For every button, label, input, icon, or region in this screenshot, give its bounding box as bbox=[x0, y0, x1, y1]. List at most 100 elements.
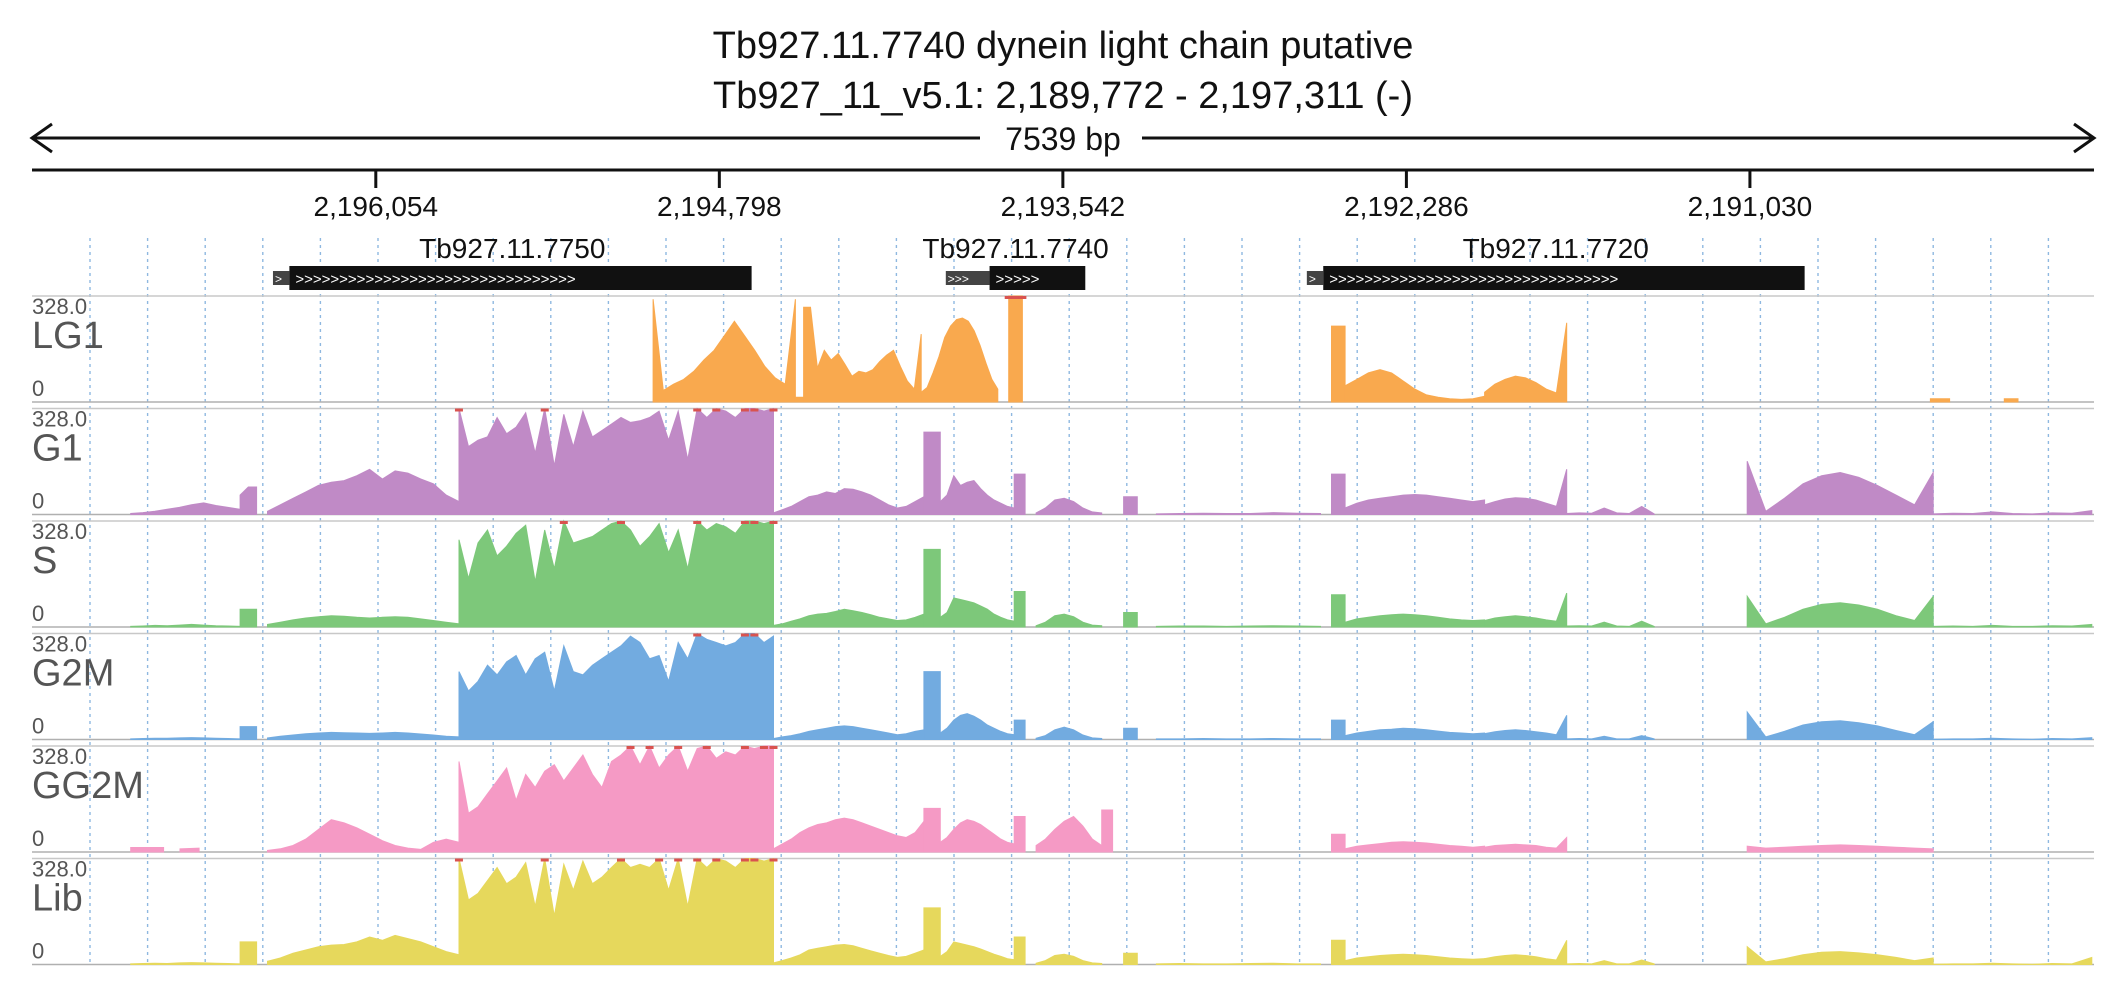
coverage-area bbox=[1746, 461, 1934, 515]
coverage-area bbox=[1123, 612, 1138, 628]
gene: > >>>>>>>>>>>>>>>>>>>>>>>>>>>>>>>>Tb927.1… bbox=[272, 233, 752, 290]
gene-name: Tb927.11.7750 bbox=[419, 233, 605, 264]
coverage-area bbox=[1932, 956, 2093, 965]
clip-marker bbox=[616, 858, 625, 862]
gene-cds bbox=[289, 266, 752, 290]
coverage-area bbox=[1344, 953, 1486, 965]
clip-marker bbox=[750, 633, 759, 637]
coverage-area bbox=[1746, 594, 1934, 628]
coverage-area bbox=[1566, 959, 1655, 965]
coverage-area bbox=[267, 615, 460, 628]
clip-marker bbox=[1011, 296, 1020, 299]
coverage-area bbox=[1484, 322, 1568, 403]
coverage-area bbox=[1123, 727, 1138, 740]
coverage-area bbox=[1566, 620, 1655, 628]
clip-marker bbox=[559, 521, 568, 524]
coverage-area bbox=[267, 731, 460, 740]
gene-name: Tb927.11.7740 bbox=[922, 233, 1108, 264]
clip-marker bbox=[740, 633, 749, 637]
coverage-area bbox=[1484, 940, 1568, 965]
span-arrow-left-head bbox=[29, 122, 53, 154]
coverage-area bbox=[239, 726, 258, 740]
coverage-area bbox=[1929, 398, 1951, 403]
clip-marker bbox=[540, 408, 549, 412]
gene: > >>>>>>>>>>>>>>>>>>>>>>>>>>>>>>>>>Tb927.… bbox=[1306, 233, 1805, 290]
coverage-area bbox=[1344, 727, 1486, 740]
clip-marker bbox=[759, 746, 768, 749]
clip-marker bbox=[750, 408, 759, 412]
coverage-area bbox=[1566, 735, 1655, 740]
coverage-area bbox=[773, 943, 925, 965]
gene-utr-arrows: >>> bbox=[948, 272, 969, 286]
coverage-area bbox=[1344, 493, 1486, 515]
coverage-area bbox=[1331, 325, 1346, 403]
clip-marker bbox=[712, 858, 721, 862]
coverage-area bbox=[1035, 726, 1103, 740]
clip-marker bbox=[655, 858, 664, 862]
coverage-area bbox=[1344, 841, 1486, 853]
coverage-area bbox=[1484, 469, 1568, 515]
clip-marker bbox=[540, 858, 549, 862]
chart-title: Tb927.11.7740 dynein light chain putativ… bbox=[713, 25, 1414, 67]
coverage-area bbox=[923, 431, 941, 515]
clip-marker bbox=[769, 521, 778, 524]
clip-marker bbox=[750, 521, 759, 524]
track-ymax-label: 328.0 bbox=[32, 632, 87, 657]
coverage-area bbox=[923, 807, 941, 853]
coverage-area bbox=[1013, 816, 1026, 853]
coverage-area bbox=[652, 299, 796, 403]
span-arrow-right-head bbox=[2073, 122, 2097, 154]
coverage-area bbox=[239, 608, 258, 628]
track-ymax-label: 328.0 bbox=[32, 519, 87, 544]
coverage-area bbox=[1008, 295, 1023, 403]
clip-marker bbox=[693, 633, 702, 637]
coverage-area bbox=[267, 934, 460, 965]
coverage-area bbox=[458, 407, 774, 515]
coverage-area bbox=[923, 907, 941, 965]
clip-marker bbox=[693, 521, 702, 524]
coverage-area bbox=[1035, 815, 1103, 853]
gene-utr-arrows: > bbox=[275, 272, 282, 286]
coverage-area bbox=[923, 548, 941, 628]
gene-utr-arrows: > bbox=[1309, 272, 1316, 286]
track-lib: 328.0 0 Lib bbox=[32, 857, 2094, 966]
coverage-area bbox=[803, 306, 922, 403]
gene-name: Tb927.11.7720 bbox=[1463, 233, 1649, 264]
track-ymax-label: 328.0 bbox=[32, 294, 87, 319]
clip-marker bbox=[769, 746, 778, 749]
clip-marker bbox=[645, 746, 654, 749]
clip-marker bbox=[769, 858, 778, 862]
coverage-area bbox=[939, 941, 1015, 965]
x-ticks: 2,196,054 2,194,798 2,193,542 2,192,286 2,19… bbox=[314, 170, 1813, 222]
span-arrow: 7539 bp bbox=[29, 121, 2097, 157]
track-name: G1 bbox=[32, 428, 83, 470]
coverage-area bbox=[1484, 715, 1568, 740]
track-ymin-label: 0 bbox=[32, 376, 44, 401]
x-tick-label: 2,191,030 bbox=[1688, 191, 1813, 222]
track-s: 328.0 0 S bbox=[32, 519, 2094, 628]
chart-subtitle: Tb927_11_v5.1: 2,189,772 - 2,197,311 (-) bbox=[713, 75, 1413, 117]
coverage-area bbox=[1932, 737, 2093, 740]
gene-utr bbox=[1306, 271, 1324, 285]
coverage-area bbox=[179, 847, 200, 853]
coverage-area bbox=[773, 725, 925, 740]
clip-marker bbox=[750, 858, 759, 862]
coverage-area bbox=[1123, 496, 1138, 515]
coverage-area bbox=[458, 519, 774, 628]
gene-models: > >>>>>>>>>>>>>>>>>>>>>>>>>>>>>>>>Tb927.1… bbox=[272, 233, 1805, 290]
coverage-area bbox=[1566, 505, 1655, 515]
coverage-area bbox=[920, 317, 999, 403]
coverage-area bbox=[1331, 833, 1346, 853]
coverage-area bbox=[939, 474, 1015, 515]
coverage-area bbox=[923, 671, 941, 740]
coverage-area bbox=[267, 819, 460, 853]
track-ymax-label: 328.0 bbox=[32, 407, 87, 432]
coverage-area bbox=[1331, 939, 1346, 965]
clip-marker bbox=[674, 746, 683, 749]
coverage-area bbox=[458, 632, 774, 740]
x-tick-label: 2,193,542 bbox=[1001, 191, 1126, 222]
clip-marker bbox=[1018, 296, 1027, 299]
coverage-area bbox=[1331, 594, 1346, 628]
coverage-area bbox=[1331, 473, 1346, 515]
clip-marker bbox=[616, 521, 625, 524]
